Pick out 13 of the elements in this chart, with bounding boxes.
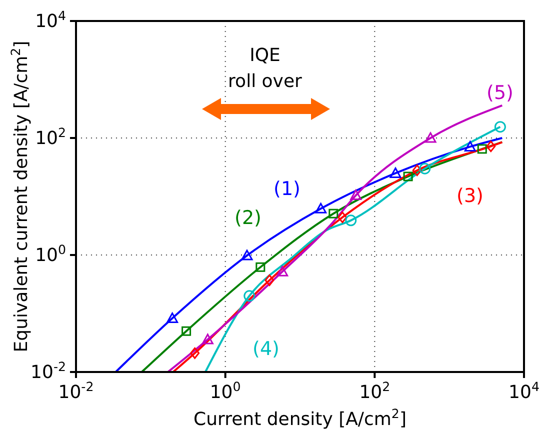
y-tick-label: 10$^{0}$	[35, 242, 66, 266]
series-label: (1)	[274, 178, 300, 200]
series-label: (4)	[252, 338, 280, 360]
x-axis-title: Current density [A/cm$^{2}$]	[194, 406, 406, 430]
y-tick-label: 10$^{2}$	[35, 124, 66, 149]
x-tick-label: 10$^{2}$	[359, 378, 390, 403]
series-label: (2)	[234, 207, 262, 229]
series-label: (5)	[486, 82, 514, 104]
y-tick-label: 10$^{4}$	[35, 8, 66, 32]
annotation: IQE roll over	[228, 45, 303, 92]
series-label: (3)	[456, 185, 484, 207]
x-tick-label: 10$^{4}$	[508, 378, 540, 403]
x-tick-label: 10$^{0}$	[210, 378, 241, 403]
